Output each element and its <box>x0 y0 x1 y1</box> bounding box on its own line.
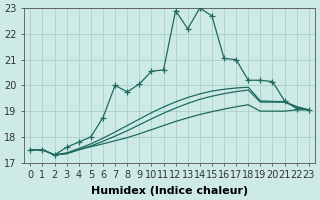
X-axis label: Humidex (Indice chaleur): Humidex (Indice chaleur) <box>91 186 248 196</box>
